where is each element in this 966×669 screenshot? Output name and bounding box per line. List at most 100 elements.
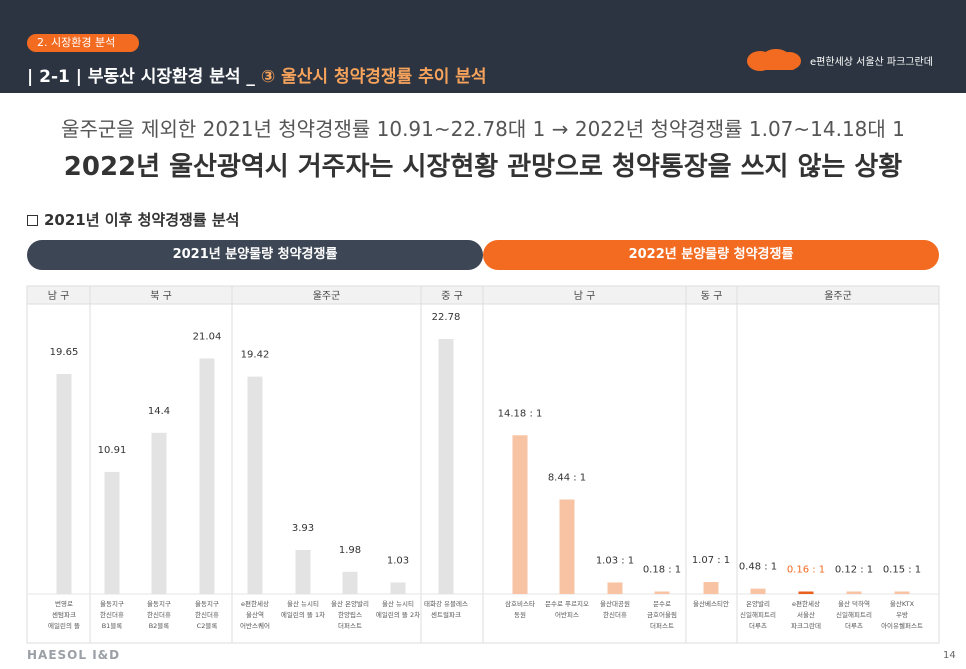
bar-name-label: 울산KTX [890,599,915,608]
bar-name-label: 울산베스티안 [693,599,729,608]
bar [703,582,719,594]
bar-name-label: 울산 온양발리 [331,599,369,608]
value-label: 22.78 [432,312,461,323]
bar-name-label: 한신더휴 [147,610,171,619]
bar-name-label: 율동지구 [195,599,219,608]
value-label: 0.12 : 1 [835,565,873,576]
value-label: 1.07 : 1 [692,555,730,566]
section-label-text: 2021년 이후 청약경쟁률 분석 [44,211,240,229]
bar [750,588,766,594]
bar-name-label: 신일해피트리 [836,610,872,619]
value-label: 0.48 : 1 [739,562,777,573]
value-label: 14.4 [148,406,170,417]
bar [295,550,311,594]
bar [56,374,72,594]
bar-name-label: 금호어울림 [647,610,677,619]
value-label: 3.93 [292,523,314,534]
bar-name-label: 에일린의 뜰 1차 [281,610,325,619]
value-label: 19.42 [241,350,270,361]
bar-name-label: 한양립스 [338,611,362,619]
bar-name-label: 센텀파크 [52,610,76,619]
bar [247,376,263,594]
value-label: 0.16 : 1 [787,565,825,576]
bar [438,339,454,594]
bar-name-label: 울산역 [246,610,264,619]
headline-main: 2022년 울산광역시 거주자는 시장현황 관망으로 청약통장을 쓰지 않는 상… [63,152,903,182]
bar-name-label: C2블록 [197,622,218,630]
year-2021-banner: 2021년 분양물량 청약경쟁률 [27,240,483,270]
headline-sub: 울주군을 제외한 2021년 청약경쟁률 10.91~22.78대 1 → 20… [61,117,905,141]
bar-name-label: 에일린의 뜰 2차 [376,610,420,619]
bar-name-label: 에일린의 뜰 [48,621,80,630]
bar-name-label: 율동지구 [100,599,124,608]
bar-name-label: 우방 [896,610,908,619]
bar [199,358,215,594]
region-label: 남 구 [48,290,70,302]
bar-name-label: 온양발리 [746,599,770,608]
bar-name-label: 문수로 [653,600,671,608]
header-bar: 2. 시장환경 분석 | 2-1 | 부동산 시장환경 분석 _ ③ 울산시 청… [0,0,966,93]
bar-name-label: 한신더휴 [195,610,219,619]
bar-name-label: 문수로 푸르지오 [545,599,589,608]
value-label: 19.65 [50,347,79,358]
bar-name-label: 울산대공원 [600,599,630,608]
bar [654,591,670,594]
bar-name-label: 울산 덕하역 [838,599,870,608]
bar-name-label: 한신더휴 [100,610,124,619]
section-pill: 2. 시장환경 분석 [27,34,139,52]
brand-name: e편한세상 서울산 파크그란데 [810,57,933,68]
brand-cloud-icon [747,49,801,71]
bar-name-label: 태화강 유블레스 [424,599,468,608]
value-label: 8.44 : 1 [548,473,586,484]
bar-name-label: 율동지구 [147,599,171,608]
bar-name-label: 파크그란데 [791,621,821,630]
bar-name-label: 울산 뉴시티 [382,599,414,608]
bar-name-label: 더퍼스트 [650,621,674,630]
footer-logo: HAESOL I&D [27,648,121,662]
bar-name-label: 센트럴파크 [431,610,461,619]
region-label: 중 구 [441,290,463,302]
bar [104,471,120,594]
region-label: 울주군 [313,290,341,302]
region-label: 남 구 [574,290,596,302]
bar-name-label: B2블록 [149,622,170,630]
bar [607,582,623,594]
bar-name-label: 서울산 [797,610,815,619]
bar [559,499,575,594]
value-label: 0.15 : 1 [883,565,921,576]
year-2022-banner: 2022년 분양물량 청약경쟁률 [483,240,939,270]
bar-name-label: 아이유쉘퍼스트 [881,621,923,630]
bar-name-label: 더퍼스트 [338,621,362,630]
bar-name-label: 신일해피트리 [740,610,776,619]
bar-name-label: 삼호비스타 [505,599,535,608]
square-bullet-icon [27,215,38,226]
page-number: 14 [943,650,956,661]
bar-name-label: 어반스퀘어 [240,621,270,630]
value-label: 1.03 [387,555,409,566]
bar-name-label: e편한세상 [792,599,820,608]
bar [151,432,167,594]
title-prefix: | 2-1 | 부동산 시장환경 분석 _ [27,67,261,87]
region-label: 북 구 [150,290,172,302]
bar-name-label: 동원 [514,610,526,619]
bar-name-label: e편한세상 [241,599,269,608]
bar-name-label: B1블록 [102,622,123,630]
bar-name-label: 더루츠 [845,621,863,630]
bar-name-label: 어반피스 [555,610,579,619]
bar-name-label: 울산 뉴시티 [287,599,319,608]
bar [390,582,406,594]
bar [342,571,358,594]
value-label: 14.18 : 1 [498,408,543,419]
bar-name-label: 더루츠 [749,621,767,630]
value-label: 0.18 : 1 [643,565,681,576]
title-highlight: ③ 울산시 청약경쟁률 추이 분석 [260,67,487,87]
bar-name-label: 번영로 [55,599,73,608]
value-label: 1.98 [339,545,361,556]
bar [512,435,528,594]
bar [846,591,862,594]
bar-name-label: 한신더휴 [603,610,627,619]
value-label: 1.03 : 1 [596,555,634,566]
value-label: 21.04 [193,331,222,342]
bar [894,591,910,594]
